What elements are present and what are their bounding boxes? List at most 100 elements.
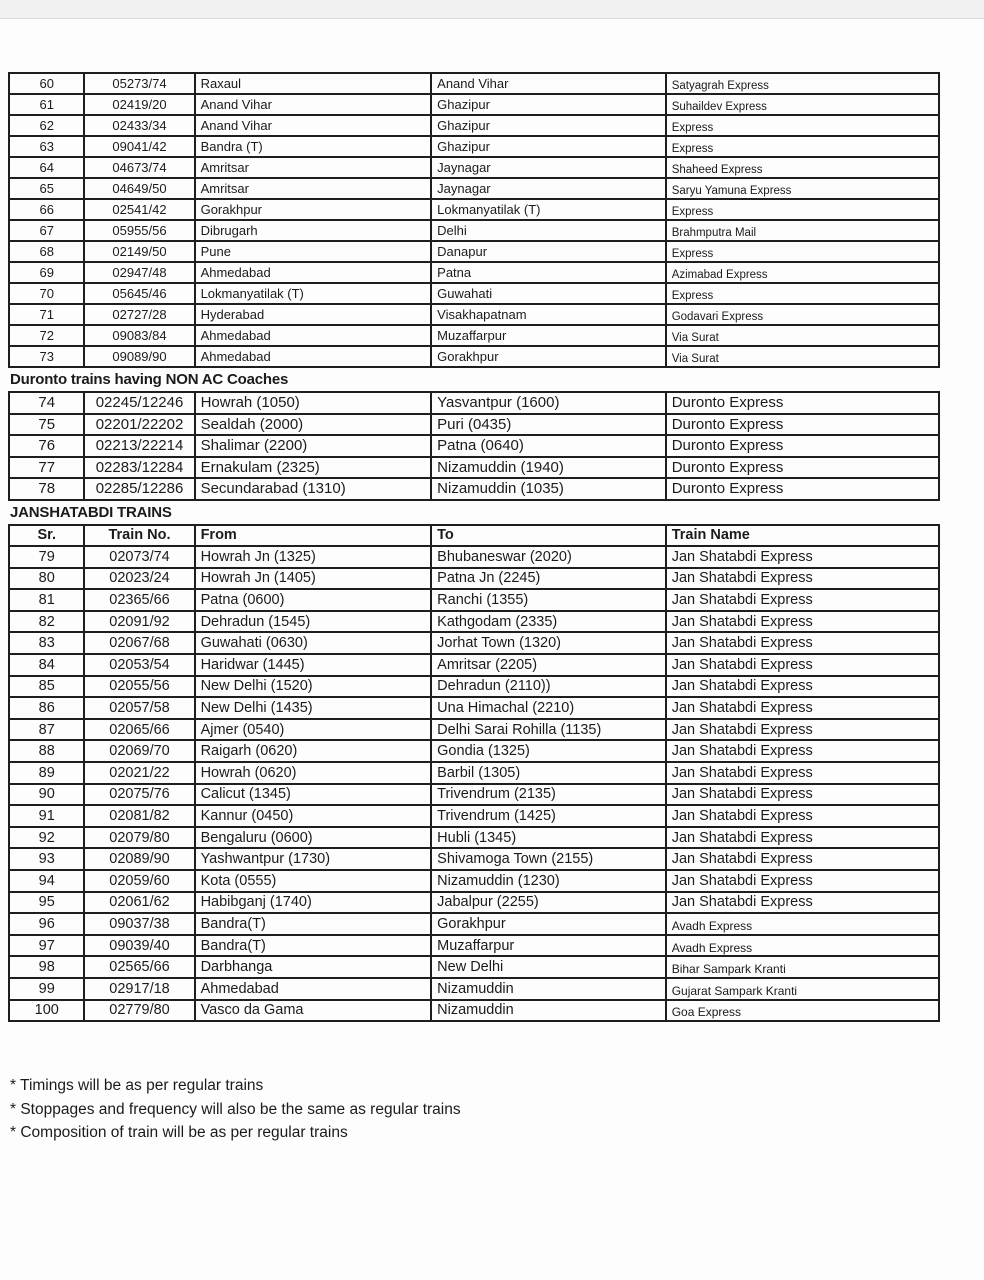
table-row: 90 02075/76 Calicut (1345) Trivendrum (2… xyxy=(7,782,941,807)
cell-train-no: 02021/22 xyxy=(83,761,196,785)
cell-train-name: Godavari Express xyxy=(664,303,941,326)
cell-train-no: 02073/74 xyxy=(83,545,196,569)
cell-train-name: Express xyxy=(664,240,941,263)
cell-sr: 91 xyxy=(7,804,86,828)
cell-from: Bengaluru (0600) xyxy=(193,825,433,850)
cell-from: Bandra (T) xyxy=(193,135,433,158)
cell-to: Visakhapatnam xyxy=(430,303,667,326)
cell-train-name: Jan Shatabdi Express xyxy=(664,566,941,591)
cell-sr: 89 xyxy=(7,761,86,785)
cell-from: Sealdah (2000) xyxy=(193,412,433,436)
cell-from: Howrah (0620) xyxy=(193,761,433,785)
cell-train-no: 02061/62 xyxy=(83,890,196,915)
cell-sr: 86 xyxy=(7,696,86,720)
cell-from: Ernakulam (2325) xyxy=(193,455,433,479)
cell-from: Kannur (0450) xyxy=(193,804,433,828)
cell-from: Patna (0600) xyxy=(193,588,433,612)
table-row: 100 02779/80 Vasco da Gama Nizamuddin Go… xyxy=(7,998,941,1023)
table-row: 74 02245/12246 Howrah (1050) Yasvantpur … xyxy=(7,391,941,415)
cell-from: Dibrugarh xyxy=(193,219,433,242)
cell-to: Amritsar (2205) xyxy=(430,653,667,677)
table-row: 99 02917/18 Ahmedabad Nizamuddin Gujarat… xyxy=(7,976,941,1001)
cell-train-no: 02081/82 xyxy=(83,804,196,828)
cell-train-name: Saryu Yamuna Express xyxy=(664,177,941,200)
cell-train-name: Jan Shatabdi Express xyxy=(664,609,941,634)
cell-sr: 77 xyxy=(7,455,86,479)
table-row: 78 02285/12286 Secundarabad (1310) Nizam… xyxy=(7,477,941,501)
cell-sr: 78 xyxy=(7,477,86,501)
cell-to: Jorhat Town (1320) xyxy=(430,631,667,656)
cell-sr: 85 xyxy=(7,674,86,699)
cell-from: Bandra(T) xyxy=(193,912,433,936)
cell-to: Gorakhpur xyxy=(430,912,667,936)
cell-sr: 81 xyxy=(7,588,86,612)
column-header-train-no: Train No. xyxy=(83,523,196,548)
cell-train-no: 02779/80 xyxy=(83,998,196,1023)
cell-train-no: 02057/58 xyxy=(83,696,196,720)
cell-from: Kota (0555) xyxy=(193,869,433,893)
cell-train-no: 02419/20 xyxy=(83,93,196,116)
cell-to: Jabalpur (2255) xyxy=(430,890,667,915)
cell-sr: 83 xyxy=(7,631,86,656)
cell-sr: 63 xyxy=(7,135,86,158)
cell-train-name: Jan Shatabdi Express xyxy=(664,782,941,807)
cell-train-name: Jan Shatabdi Express xyxy=(664,631,941,656)
cell-sr: 94 xyxy=(7,869,86,893)
cell-sr: 62 xyxy=(7,114,86,137)
column-header-from: From xyxy=(193,523,433,548)
table-row: 98 02565/66 Darbhanga New Delhi Bihar Sa… xyxy=(7,955,941,979)
cell-to: Delhi xyxy=(430,219,667,242)
cell-sr: 95 xyxy=(7,890,86,915)
cell-to: Ranchi (1355) xyxy=(430,588,667,612)
cell-to: Una Himachal (2210) xyxy=(430,696,667,720)
cell-train-no: 02245/12246 xyxy=(83,391,196,415)
cell-sr: 66 xyxy=(7,198,86,221)
table-row: 92 02079/80 Bengaluru (0600) Hubli (1345… xyxy=(7,825,941,850)
table-row: 79 02073/74 Howrah Jn (1325) Bhubaneswar… xyxy=(7,545,941,569)
cell-train-name: Duronto Express xyxy=(664,412,941,436)
cell-to: Bhubaneswar (2020) xyxy=(430,545,667,569)
cell-from: Pune xyxy=(193,240,433,263)
table-row: 60 05273/74 Raxaul Anand Vihar Satyagrah… xyxy=(7,72,941,95)
cell-from: Anand Vihar xyxy=(193,93,433,116)
cell-to: Patna (0640) xyxy=(430,434,667,458)
cell-from: Lokmanyatilak (T) xyxy=(193,282,433,305)
cell-train-name: Jan Shatabdi Express xyxy=(664,869,941,893)
cell-to: Muzaffarpur xyxy=(430,933,667,958)
table-row: 82 02091/92 Dehradun (1545) Kathgodam (2… xyxy=(7,609,941,634)
cell-sr: 96 xyxy=(7,912,86,936)
cell-from: Howrah (1050) xyxy=(193,391,433,415)
cell-to: Ghazipur xyxy=(430,114,667,137)
cell-sr: 64 xyxy=(7,156,86,179)
cell-train-no: 09089/90 xyxy=(83,345,196,368)
cell-to: Barbil (1305) xyxy=(430,761,667,785)
cell-train-no: 02055/56 xyxy=(83,674,196,699)
cell-sr: 90 xyxy=(7,782,86,807)
cell-train-name: Jan Shatabdi Express xyxy=(664,588,941,612)
cell-to: Nizamuddin (1035) xyxy=(430,477,667,501)
cell-train-name: Jan Shatabdi Express xyxy=(664,890,941,915)
cell-to: Patna Jn (2245) xyxy=(430,566,667,591)
cell-train-no: 09041/42 xyxy=(83,135,196,158)
cell-train-no: 09083/84 xyxy=(83,324,196,347)
cell-from: Howrah Jn (1325) xyxy=(193,545,433,569)
table-row: 93 02089/90 Yashwantpur (1730) Shivamoga… xyxy=(7,847,941,871)
cell-from: Hyderabad xyxy=(193,303,433,326)
table-row: 75 02201/22202 Sealdah (2000) Puri (0435… xyxy=(7,412,941,436)
cell-sr: 71 xyxy=(7,303,86,326)
cell-train-no: 09039/40 xyxy=(83,933,196,958)
cell-to: Trivendrum (1425) xyxy=(430,804,667,828)
cell-train-name: Via Surat xyxy=(664,345,941,368)
footnote: * Timings will be as per regular trains xyxy=(10,1077,264,1095)
cell-from: Secundarabad (1310) xyxy=(193,477,433,501)
cell-train-no: 02213/22214 xyxy=(83,434,196,458)
cell-train-no: 02065/66 xyxy=(83,717,196,742)
cell-to: Jaynagar xyxy=(430,177,667,200)
column-header-train-name: Train Name xyxy=(664,523,941,548)
cell-train-name: Jan Shatabdi Express xyxy=(664,696,941,720)
table-row: 73 09089/90 Ahmedabad Gorakhpur Via Sura… xyxy=(7,345,941,368)
cell-to: Muzaffarpur xyxy=(430,324,667,347)
cell-sr: 73 xyxy=(7,345,86,368)
cell-train-no: 02053/54 xyxy=(83,653,196,677)
